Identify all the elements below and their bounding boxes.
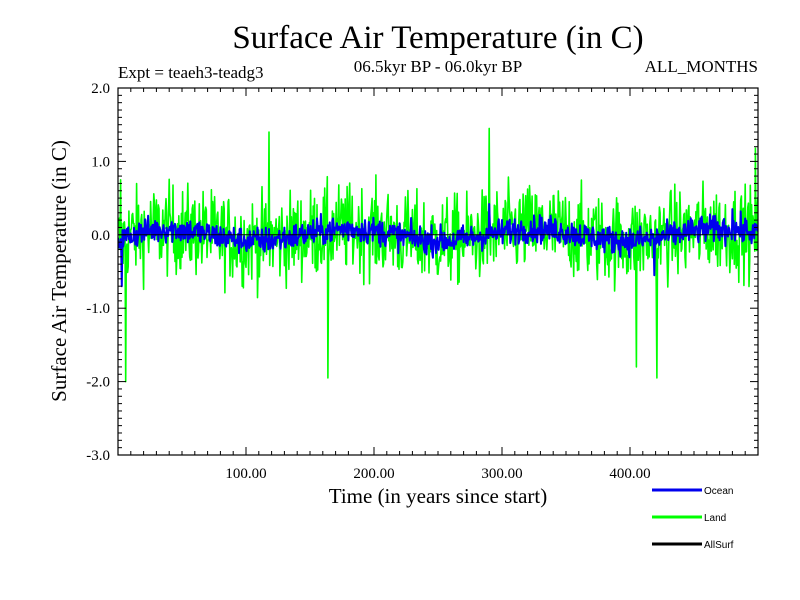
axis-ticks: 100.00 200.00 300.00 400.00 -3.0 -2.0 -1.0 0.0 1…: [86, 81, 758, 482]
y-axis-label: Surface Air Temperature (in C): [47, 140, 71, 402]
series-line-ocean: [118, 203, 758, 288]
y-tick-label: -2.0: [86, 375, 110, 391]
y-tick-label: 2.0: [91, 81, 110, 97]
legend: Ocean Land AllSurf: [652, 486, 734, 551]
legend-label-allsurf: AllSurf: [704, 540, 734, 551]
months-label: ALL_MONTHS: [645, 57, 758, 76]
y-tick-label: -3.0: [86, 448, 110, 464]
y-tick-label: 0.0: [91, 228, 110, 244]
legend-label-land: Land: [704, 513, 726, 524]
legend-label-ocean: Ocean: [704, 486, 733, 497]
x-tick-label: 300.00: [481, 466, 522, 482]
experiment-label: Expt = teaeh3-teadg3: [118, 63, 264, 82]
y-tick-label: 1.0: [91, 154, 110, 170]
chart-title: Surface Air Temperature (in C): [232, 20, 643, 56]
x-tick-label: 400.00: [609, 466, 650, 482]
period-label: 06.5kyr BP - 06.0kyr BP: [354, 57, 522, 76]
x-tick-label: 100.00: [225, 466, 266, 482]
x-axis-label: Time (in years since start): [329, 484, 548, 508]
y-tick-label: -1.0: [86, 301, 110, 317]
x-tick-label: 200.00: [353, 466, 394, 482]
